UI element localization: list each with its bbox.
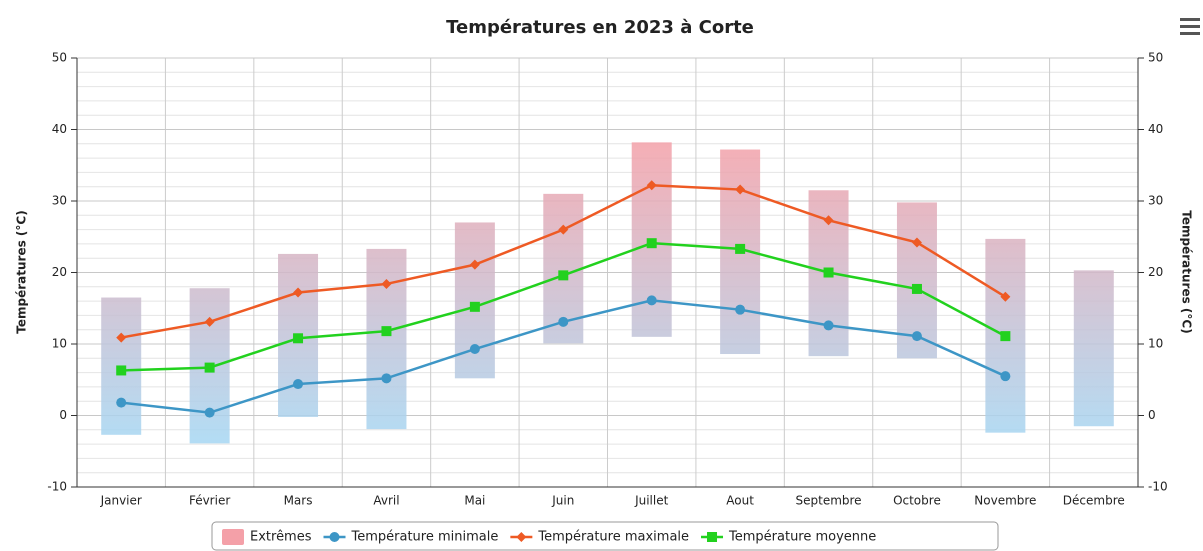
- point: [1000, 291, 1011, 302]
- point: [116, 332, 127, 343]
- legend-marker: [516, 532, 527, 542]
- y2-tick-label: -10: [1148, 480, 1168, 494]
- x-tick-label: Aout: [726, 494, 754, 508]
- point: [735, 304, 746, 315]
- y-tick-label: 20: [52, 265, 67, 279]
- x-tick-label: Janvier: [100, 494, 142, 508]
- x-tick-label: Mai: [464, 494, 485, 508]
- point: [823, 215, 834, 226]
- point: [911, 283, 922, 294]
- x-tick-label: Mars: [284, 494, 313, 508]
- point: [204, 362, 215, 373]
- point: [381, 373, 392, 384]
- legend-label: Extrêmes: [250, 530, 312, 545]
- point: [911, 237, 922, 248]
- point: [558, 270, 569, 281]
- y-tick-label: -10: [47, 480, 67, 494]
- point: [469, 344, 480, 355]
- x-tick-label: Décembre: [1063, 494, 1125, 508]
- y2-tick-label: 0: [1148, 408, 1156, 422]
- legend-marker: [329, 532, 340, 542]
- range-bar: [366, 248, 407, 430]
- point: [293, 379, 304, 390]
- legend-label: Température moyenne: [728, 530, 876, 545]
- point: [646, 180, 657, 191]
- y2-tick-label: 40: [1148, 122, 1163, 136]
- y2-axis-title: Températures (°C): [1180, 210, 1194, 333]
- x-tick-label: Février: [189, 494, 230, 508]
- point: [204, 316, 215, 327]
- legend-marker: [707, 532, 718, 542]
- legend-box: [211, 521, 999, 551]
- point: [1000, 331, 1011, 342]
- point: [735, 184, 746, 195]
- point: [1000, 371, 1011, 382]
- point: [116, 365, 127, 376]
- point: [735, 243, 746, 254]
- y2-tick-label: 10: [1148, 337, 1163, 351]
- x-tick-label: Juin: [551, 494, 574, 508]
- range-bar: [1073, 270, 1114, 427]
- legend-label: Température minimale: [351, 530, 499, 545]
- x-tick-label: Septembre: [796, 494, 862, 508]
- menu-bar[interactable]: [1180, 25, 1200, 28]
- menu-bar[interactable]: [1180, 18, 1200, 21]
- x-tick-label: Avril: [373, 494, 399, 508]
- y-tick-label: 50: [52, 51, 67, 65]
- point: [646, 295, 657, 306]
- menu-button[interactable]: [1180, 18, 1200, 35]
- y-tick-label: 10: [52, 337, 67, 351]
- point: [293, 287, 304, 298]
- menu-bar[interactable]: [1180, 32, 1200, 35]
- y2-tick-label: 50: [1148, 51, 1163, 65]
- legend-item: Température minimale: [323, 530, 499, 545]
- x-tick-label: Novembre: [974, 494, 1036, 508]
- point: [293, 333, 304, 344]
- x-tick-label: Octobre: [893, 494, 941, 508]
- y-axis-title: Températures (°C): [15, 210, 29, 333]
- legend-label: Température maximale: [537, 530, 689, 545]
- point: [823, 267, 834, 278]
- point: [116, 397, 127, 408]
- point: [911, 331, 922, 342]
- y-tick-label: 30: [52, 194, 67, 208]
- x-tick-label: Juillet: [634, 494, 669, 508]
- y-tick-label: 0: [59, 408, 67, 422]
- y2-tick-label: 30: [1148, 194, 1163, 208]
- point: [381, 278, 392, 289]
- point: [204, 407, 215, 418]
- chart-title: Températures en 2023 à Corte: [446, 17, 754, 38]
- point: [381, 326, 392, 337]
- legend-item: Température moyenne: [701, 530, 876, 545]
- point: [469, 259, 480, 270]
- point: [646, 238, 657, 249]
- point: [823, 320, 834, 331]
- point: [558, 224, 569, 235]
- point: [469, 301, 480, 312]
- legend-item: Extrêmes: [222, 529, 312, 545]
- y2-tick-label: 20: [1148, 265, 1163, 279]
- y-tick-label: 40: [52, 122, 67, 136]
- legend-swatch: [222, 529, 244, 545]
- legend-item: Température maximale: [510, 530, 689, 545]
- point: [558, 316, 569, 327]
